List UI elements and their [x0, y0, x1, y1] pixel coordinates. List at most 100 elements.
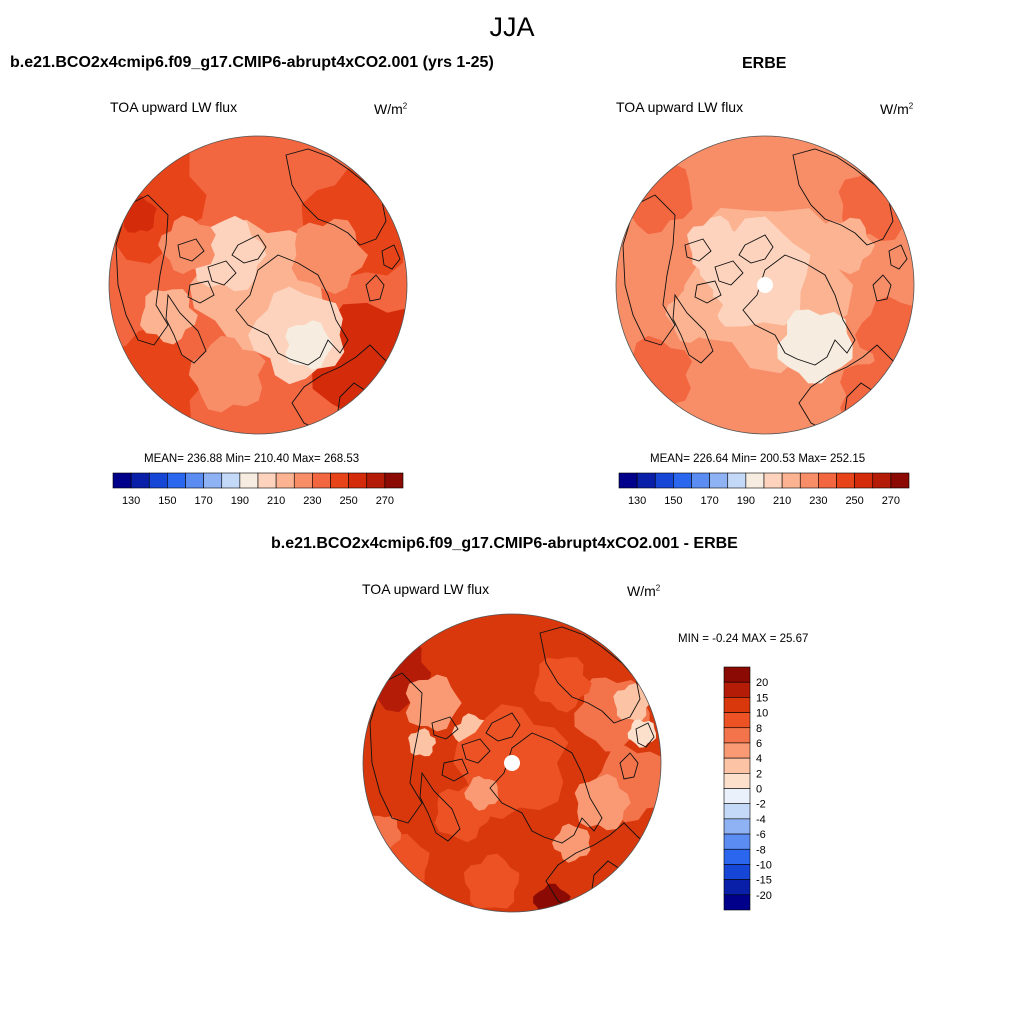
- colorbar-tick-label: 6: [756, 738, 762, 750]
- colorbar-swatch: [781, 472, 801, 489]
- colorbar-swatch: [312, 472, 331, 489]
- colorbar-tick-label: 230: [809, 495, 827, 507]
- coastline: [115, 194, 169, 346]
- colorbar-swatch: [130, 472, 150, 489]
- model-polar-map: [108, 135, 408, 435]
- main-title: JJA: [489, 12, 535, 42]
- coastline: [461, 738, 491, 764]
- model-panel-title: b.e21.BCO2x4cmip6.f09_g17.CMIP6-abrupt4x…: [10, 54, 494, 71]
- coastline: [441, 758, 469, 782]
- diff-panel-title: b.e21.BCO2x4cmip6.f09_g17.CMIP6-abrupt4x…: [271, 535, 738, 552]
- colorbar-tick-label: 130: [628, 495, 646, 507]
- colorbar-tick-label: 0: [756, 784, 762, 796]
- map-border: [615, 135, 915, 435]
- colorbar-swatch: [723, 742, 751, 759]
- colorbar-tick-label: 170: [700, 495, 718, 507]
- colorbar-swatch: [723, 833, 751, 850]
- coastline: [694, 280, 722, 304]
- obs-variable-label: TOA upward LW flux: [616, 99, 744, 115]
- colorbar-swatch: [239, 472, 259, 489]
- colorbar-swatch: [723, 712, 751, 729]
- colorbar-tick-label: 270: [882, 495, 900, 507]
- pole-gap: [757, 277, 773, 293]
- colorbar-swatch: [836, 472, 855, 489]
- colorbar-tick-label: 8: [756, 723, 762, 735]
- flux-contour-region: [687, 215, 743, 271]
- flux-contour-region: [140, 289, 198, 345]
- colorbar-tick-label: -2: [756, 799, 766, 811]
- colorbar-tick-label: 170: [194, 495, 212, 507]
- flux-contour-region: [665, 285, 724, 343]
- colorbar-swatch: [709, 472, 729, 489]
- colorbar-swatch: [723, 803, 751, 820]
- colorbar-swatch: [618, 472, 638, 489]
- flux-contour-region: [777, 309, 853, 384]
- obs-colorbar: 130 150 170 190 210 230 250 270: [618, 472, 910, 507]
- coastline: [684, 238, 712, 262]
- colorbar-swatch: [691, 472, 710, 489]
- colorbar-tick-label: -8: [756, 844, 766, 856]
- colorbar-tick-label: -20: [756, 890, 772, 902]
- colorbar-tick-label: 150: [664, 495, 682, 507]
- colorbar-swatch: [275, 472, 295, 489]
- colorbar-swatch: [636, 472, 656, 489]
- map-border: [362, 613, 662, 913]
- colorbar-swatch: [854, 472, 874, 489]
- coastline: [738, 234, 774, 264]
- colorbar-tick-label: -10: [756, 859, 772, 871]
- coastline: [485, 712, 521, 742]
- diff-variable-label: TOA upward LW flux: [362, 581, 490, 597]
- colorbar-swatch: [723, 773, 751, 789]
- flux-contour-region: [285, 320, 334, 370]
- diff-minmax-text: MIN = -0.24 MAX = 25.67: [678, 633, 809, 645]
- flux-contour-region: [840, 357, 914, 433]
- coastline: [714, 260, 744, 286]
- colorbar-tick-label: 10: [756, 708, 768, 720]
- coastline: [235, 254, 349, 366]
- flux-contour-region: [291, 218, 368, 295]
- colorbar-swatch: [723, 727, 751, 744]
- coastline: [672, 293, 714, 364]
- colorbar-swatch: [348, 472, 368, 489]
- colorbar-tick-label: 270: [376, 495, 394, 507]
- model-variable-label: TOA upward LW flux: [110, 99, 238, 115]
- colorbar-swatch: [818, 472, 837, 489]
- colorbar-swatch: [293, 472, 313, 489]
- coastline: [635, 722, 655, 748]
- flux-contour-region: [574, 773, 631, 831]
- colorbar-swatch: [112, 472, 132, 489]
- colorbar-swatch: [723, 666, 751, 683]
- colorbar-tick-label: -4: [756, 814, 766, 826]
- colorbar-tick-label: 210: [773, 495, 791, 507]
- coastline: [381, 244, 401, 270]
- colorbar-tick-label: -6: [756, 829, 766, 841]
- colorbar-swatch: [723, 788, 751, 804]
- coastline: [165, 293, 207, 364]
- flux-contour-region: [627, 719, 657, 748]
- colorbar-tick-label: 250: [339, 495, 357, 507]
- coastline: [419, 771, 461, 842]
- coastline-group: [369, 626, 657, 912]
- colorbar-swatch: [673, 472, 692, 489]
- coastline: [231, 234, 267, 264]
- colorbar-swatch: [366, 472, 386, 489]
- colorbar-swatch: [384, 472, 404, 489]
- colorbar-swatch: [723, 697, 751, 713]
- flux-contour-region: [405, 674, 462, 732]
- colorbar-swatch: [723, 879, 751, 896]
- colorbar-swatch: [723, 848, 751, 865]
- flux-contour-region: [464, 775, 499, 811]
- colorbar-swatch: [763, 472, 783, 489]
- colorbar-tick-label: 130: [122, 495, 140, 507]
- coastline: [285, 148, 387, 246]
- coastline: [888, 244, 908, 270]
- colorbar-swatch: [745, 472, 765, 489]
- coastline: [177, 238, 205, 262]
- flux-contour-region: [158, 215, 216, 274]
- coastline: [187, 280, 215, 304]
- coastline: [619, 752, 639, 780]
- colorbar-tick-label: 190: [231, 495, 249, 507]
- flux-contour-region: [188, 335, 266, 413]
- model-units-label: W/m2: [374, 101, 408, 117]
- diff-units-label: W/m2: [627, 583, 661, 599]
